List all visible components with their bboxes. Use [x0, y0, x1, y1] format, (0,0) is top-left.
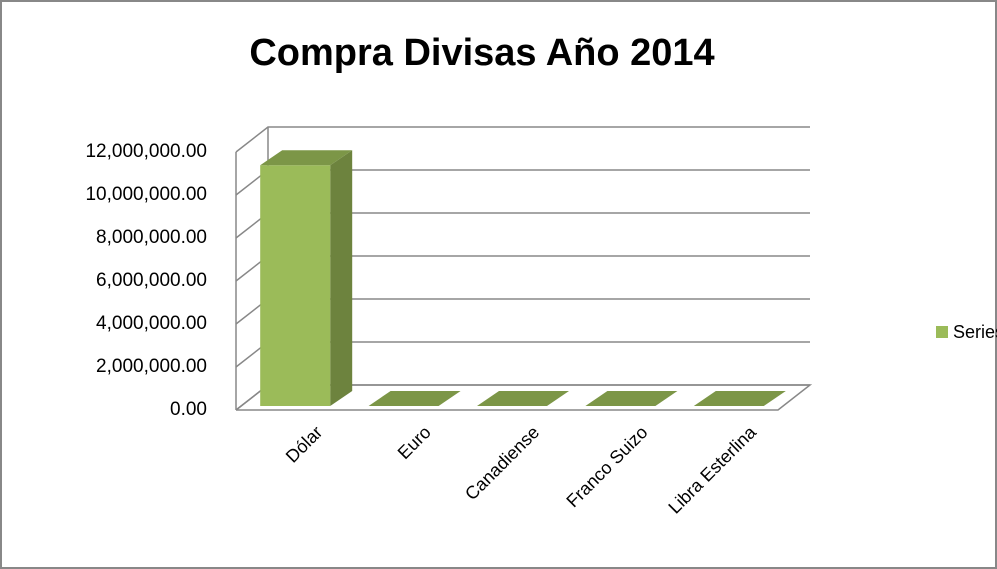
y-tick-label: 12,000,000.00: [85, 141, 207, 162]
bar: [368, 391, 461, 406]
y-tick-label: 0.00: [170, 399, 207, 420]
bar: [585, 391, 678, 406]
grid-line: [235, 126, 810, 153]
bar-top: [260, 150, 353, 166]
y-tick-label: 2,000,000.00: [96, 356, 207, 377]
bar-side: [330, 150, 353, 406]
legend-label: Series1: [953, 322, 997, 342]
legend-swatch: [936, 326, 948, 338]
bar-top: [693, 391, 786, 406]
y-tick-label: 6,000,000.00: [96, 270, 207, 291]
bar-top: [585, 391, 678, 406]
y-tick-label: 10,000,000.00: [85, 184, 207, 205]
bar: [260, 150, 353, 406]
bar-top: [477, 391, 569, 406]
bar: [477, 391, 569, 406]
y-tick-label: 4,000,000.00: [96, 313, 207, 334]
bar-top: [368, 391, 461, 406]
y-tick-label: 8,000,000.00: [96, 227, 207, 248]
chart-title: Compra Divisas Año 2014: [249, 32, 714, 74]
bar: [693, 391, 786, 406]
bar-front: [260, 165, 331, 406]
